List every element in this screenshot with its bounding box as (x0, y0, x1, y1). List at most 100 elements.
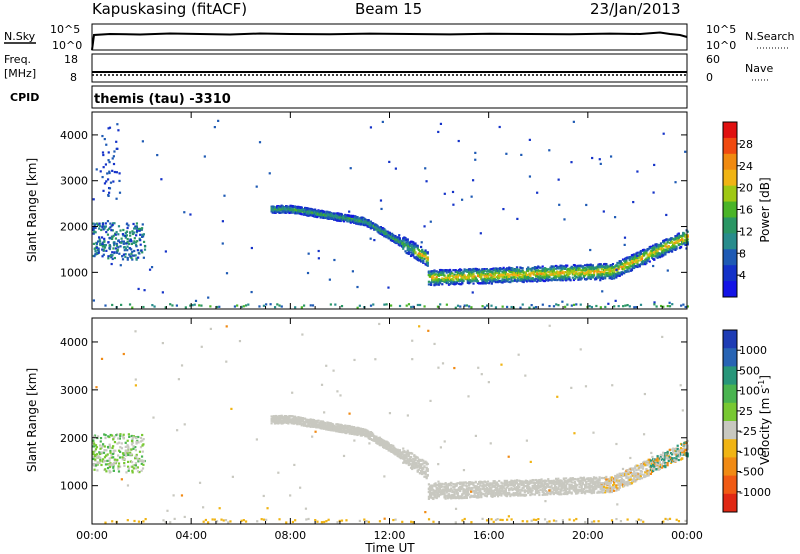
velocity-cell (274, 421, 278, 424)
velocity-cell (270, 419, 273, 422)
power-cell (595, 276, 598, 279)
velocity-cell (317, 419, 320, 422)
power-cell (539, 271, 542, 274)
power-cell (597, 264, 600, 268)
velocity-cell (324, 424, 327, 427)
velocity-cell (280, 416, 283, 419)
power-cell (112, 162, 116, 166)
velocity-cell (417, 468, 420, 471)
power-cell (663, 241, 666, 244)
velocity-cell (437, 487, 441, 490)
power-cell (413, 256, 416, 259)
velocity-cell (433, 492, 436, 495)
velocity-cell (436, 491, 439, 494)
power-cell (634, 264, 637, 268)
power-cell (374, 224, 377, 227)
velocity-cell (376, 442, 379, 445)
power-cell (556, 266, 559, 269)
velocity-cell (282, 416, 285, 420)
velocity-cell (367, 431, 370, 435)
velocity-cell (289, 418, 292, 421)
power-cell (341, 216, 345, 219)
velocity-cell (403, 458, 406, 461)
velocity-cell (438, 488, 442, 491)
power-cell (430, 283, 433, 286)
power-cell (438, 269, 442, 272)
power-cell (407, 303, 411, 306)
power-cell (579, 303, 582, 306)
power-cell (634, 257, 637, 261)
velocity-cell (134, 462, 138, 465)
velocity-cell (291, 419, 294, 422)
power-cell (356, 221, 359, 225)
power-cell (443, 280, 446, 283)
power-cell (431, 277, 434, 280)
velocity-cell (450, 484, 453, 487)
power-cell (356, 215, 359, 219)
cpid-value: themis (tau) -3310 (94, 92, 231, 107)
power-cell (446, 278, 449, 281)
velocity-cell (303, 417, 307, 420)
power-cell (437, 273, 441, 276)
power-cell (678, 235, 682, 238)
power-cell (340, 304, 344, 308)
power-cell (650, 246, 654, 250)
velocity-cell (126, 465, 130, 468)
power-cell (482, 269, 485, 273)
power-cell (620, 266, 624, 269)
power-cell (143, 245, 147, 248)
power-cell (418, 252, 422, 255)
power-cell (112, 234, 115, 237)
power-cell (537, 279, 540, 282)
power-cell (580, 277, 583, 280)
power-cell (101, 175, 104, 179)
power-cell (513, 267, 516, 271)
velocity-cell (443, 493, 446, 496)
power-cell (675, 235, 678, 238)
power-cell (300, 210, 303, 213)
velocity-cell (426, 462, 429, 466)
power-cell (561, 279, 564, 282)
power-cell (662, 249, 665, 252)
velocity-cell (115, 460, 119, 463)
power-cell (296, 209, 299, 212)
velocity-cell (123, 453, 126, 456)
velocity-cell (273, 418, 277, 421)
velocity-cell (376, 440, 379, 443)
power-cell (654, 254, 657, 257)
velocity-cell (101, 443, 105, 446)
power-cell (629, 258, 632, 261)
power-cell (671, 240, 674, 243)
velocity-cell (112, 445, 115, 448)
velocity-cell (377, 439, 380, 443)
power-cell (650, 256, 654, 259)
power-cell (114, 237, 118, 240)
power-cell (406, 242, 409, 246)
velocity-cell (98, 444, 102, 447)
power-cell (106, 233, 110, 236)
velocity-cell (421, 469, 424, 472)
velocity-cell (327, 421, 330, 424)
velocity-cell (274, 415, 278, 419)
power-cell (575, 275, 578, 278)
power-cell (573, 277, 577, 280)
velocity-cell (417, 460, 420, 463)
power-cell (525, 277, 529, 280)
power-cell (387, 231, 390, 234)
power-cell (476, 274, 480, 278)
power-cell (475, 271, 478, 274)
power-cell (625, 260, 628, 263)
power-cell (576, 272, 579, 275)
power-cell (290, 209, 293, 212)
power-cell (564, 305, 567, 308)
velocity-cell (422, 467, 425, 470)
y-tick-label: 3000 (60, 175, 88, 188)
power-cell (546, 268, 549, 272)
power-cell (551, 272, 554, 275)
velocity-cell (386, 443, 389, 446)
velocity-cell (289, 419, 292, 423)
power-cell (562, 272, 565, 275)
power-cell (501, 278, 504, 281)
velocity-cell (373, 435, 376, 438)
velocity-cell (368, 435, 371, 438)
